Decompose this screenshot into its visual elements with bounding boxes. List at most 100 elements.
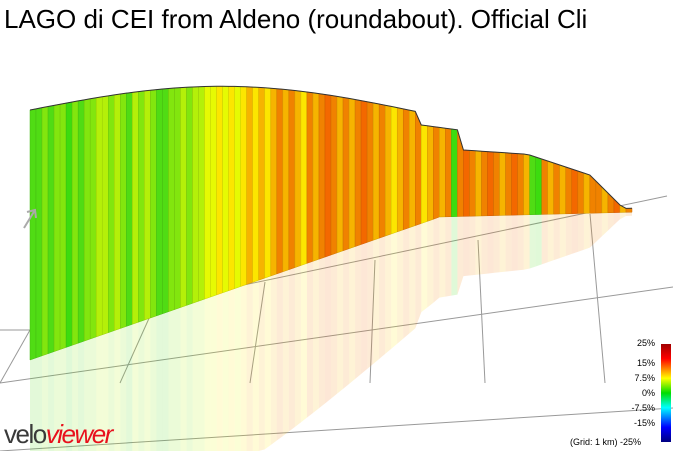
profile-segment [101, 95, 109, 336]
reflection-segment [288, 267, 295, 432]
reflection-segment [90, 336, 97, 451]
reflection-segment [300, 263, 307, 423]
profile-segment [415, 111, 422, 226]
profile-segment [162, 88, 169, 315]
profile-segment [294, 90, 302, 268]
reflection-segment [270, 273, 277, 445]
reflection-segment [186, 303, 193, 451]
reflection-segment [36, 355, 43, 451]
profile-segment [114, 93, 121, 331]
profile-segment [35, 107, 43, 359]
reflection-segment [619, 212, 626, 220]
profile-segment [47, 105, 55, 355]
reflection-segment [66, 345, 73, 451]
reflection-segment [463, 216, 470, 277]
reflection-segment [246, 282, 253, 451]
profile-segment [342, 97, 350, 252]
profile-segment [156, 88, 163, 317]
profile-segment [559, 164, 567, 215]
reflection-segment [475, 215, 482, 275]
reflection-segment [150, 315, 157, 451]
profile-segment [481, 150, 488, 217]
profile-segment [126, 92, 133, 327]
profile-segment [41, 106, 49, 357]
reflection-segment [559, 213, 566, 259]
profile-segment [186, 86, 193, 306]
reflection-segment [535, 214, 542, 267]
profile-segment [553, 162, 561, 215]
profile-segment [336, 96, 344, 254]
reflection-segment [601, 212, 608, 237]
profile-segment [541, 158, 548, 215]
profile-segment [312, 92, 320, 262]
profile-segment [168, 87, 175, 313]
profile-segment [330, 95, 338, 256]
profile-segment [372, 102, 380, 241]
profile-segment [138, 90, 145, 323]
reflection-segment [415, 223, 422, 329]
profile-reflection [30, 212, 632, 451]
reflection-segment [168, 309, 175, 451]
legend-tick-neg15: -15% [633, 418, 655, 428]
grade-color-legend: 25% 15% 7.5% 0% -7.5% -15% [590, 338, 673, 451]
reflection-segment [499, 215, 506, 273]
reflection-segment [42, 353, 49, 451]
profile-segment [108, 94, 115, 334]
reflection-segment [613, 212, 620, 225]
profile-segment [59, 102, 67, 350]
profile-segment [366, 101, 374, 243]
reflection-segment [409, 225, 416, 334]
reflection-segment [577, 213, 584, 252]
reflection-segment [84, 339, 91, 451]
profile-segment [180, 86, 187, 308]
profile-segment [276, 88, 284, 275]
reflection-segment [108, 330, 115, 451]
reflection-segment [451, 216, 458, 296]
reflection-segment [240, 284, 247, 451]
profile-segment [318, 93, 326, 260]
reflection-segment [373, 238, 380, 365]
reflection-segment [120, 326, 127, 451]
legend-tick-15: 15% [636, 358, 655, 368]
reflection-segment [126, 324, 133, 451]
reflection-segment [337, 250, 344, 394]
grid-scale-note: (Grid: 1 km) -25% [570, 437, 641, 447]
reflection-segment [571, 213, 578, 254]
reflection-segment [132, 322, 139, 451]
reflection-segment [72, 343, 79, 451]
profile-segment [65, 101, 73, 348]
reflection-segment [294, 265, 301, 427]
profile-segment [288, 89, 296, 271]
profile-segment [445, 127, 452, 218]
profile-segment [451, 128, 458, 217]
profile-segment [421, 124, 428, 224]
veloviewer-logo: veloviewer [4, 419, 113, 449]
reflection-segment [343, 248, 350, 389]
reflection-segment [210, 294, 217, 451]
profile-segment [282, 88, 290, 273]
profile-segment [487, 151, 494, 217]
reflection-segment [276, 271, 283, 441]
profile-segment [475, 150, 482, 217]
profile-segment [433, 126, 440, 220]
profile-segment [95, 96, 103, 338]
grid-spacing-label: (Grid: 1 km) [570, 437, 618, 447]
profile-segment [613, 198, 621, 213]
profile-segment [216, 86, 223, 296]
reflection-segment [324, 255, 331, 404]
profile-segment [402, 108, 410, 231]
reflection-segment [114, 328, 121, 451]
profile-segment [324, 94, 332, 258]
profile-walls [29, 86, 633, 361]
reflection-segment [198, 299, 205, 451]
reflection-segment [565, 213, 572, 257]
profile-segment [210, 86, 217, 298]
logo-velo: velo [4, 419, 47, 449]
reflection-segment [264, 276, 271, 450]
profile-segment [511, 152, 518, 216]
profile-segment [439, 127, 446, 218]
profile-segment [29, 108, 37, 361]
reflection-segment [487, 215, 494, 274]
reflection-segment [282, 269, 289, 437]
reflection-segment [541, 214, 548, 265]
